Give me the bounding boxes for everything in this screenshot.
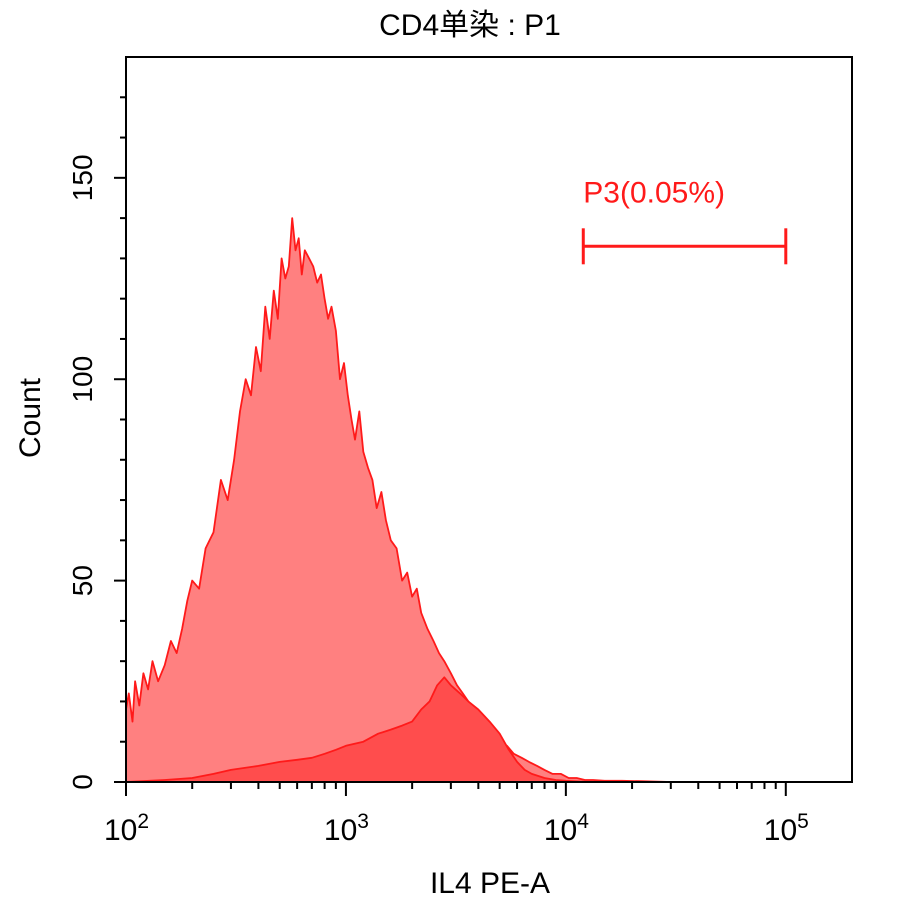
- histogram-series-2: [125, 676, 606, 783]
- x-tick-label: 103: [324, 810, 369, 847]
- y-axis-ticks: 0 50 100 150: [67, 96, 126, 790]
- x-axis-label: IL4 PE-A: [430, 867, 550, 900]
- chart-title: CD4单染 : P1: [379, 9, 561, 42]
- x-axis-ticks: 102 103 104 105: [104, 782, 809, 847]
- y-tick-label: 0: [67, 774, 98, 790]
- histogram-series-group: [125, 217, 826, 783]
- y-axis-label: Count: [14, 377, 47, 458]
- histogram-series-1: [125, 217, 826, 783]
- gate-p3[interactable]: P3(0.05%): [581, 176, 788, 265]
- gate-label: P3(0.05%): [583, 176, 725, 209]
- y-tick-label: 150: [67, 154, 98, 201]
- x-tick-label: 105: [764, 810, 809, 847]
- y-tick-label: 100: [67, 356, 98, 403]
- y-tick-label: 50: [67, 565, 98, 596]
- x-tick-label: 104: [544, 810, 589, 847]
- x-tick-label: 102: [104, 810, 149, 847]
